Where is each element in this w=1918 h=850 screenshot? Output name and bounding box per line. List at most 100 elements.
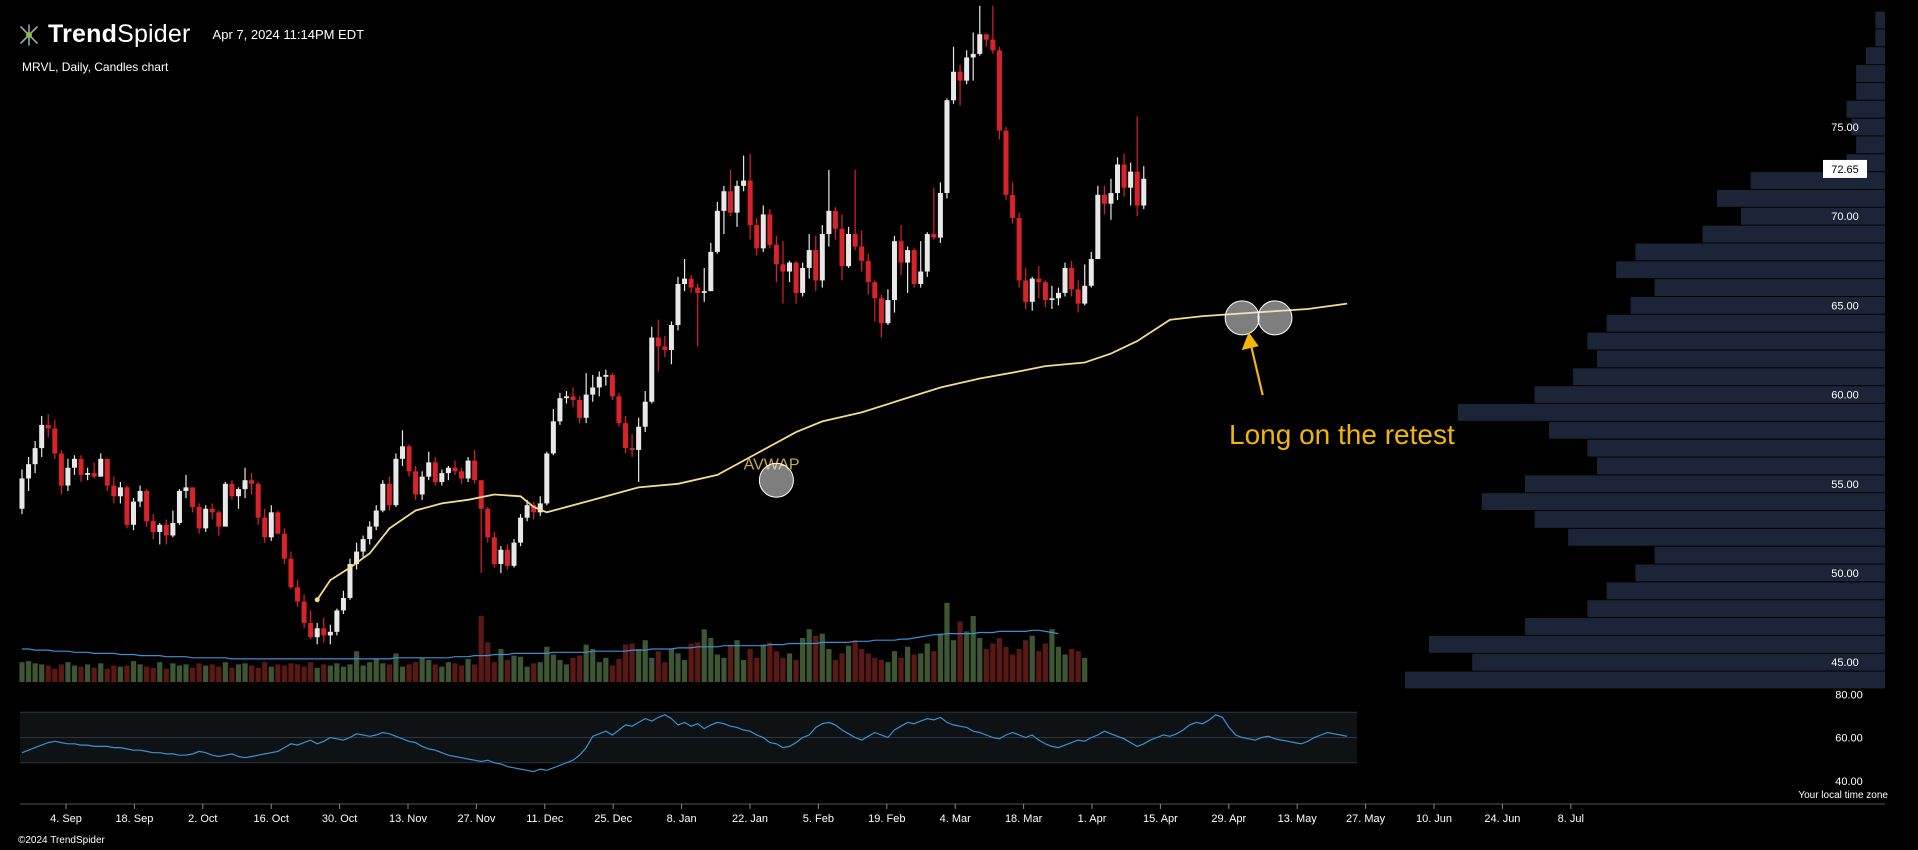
candle-body: [1069, 267, 1075, 290]
volume-profile-bar: [1635, 564, 1885, 582]
volume-profile-bar: [1654, 546, 1885, 564]
volume-bar: [957, 621, 963, 682]
volume-bar: [859, 649, 865, 682]
volume-bar: [642, 640, 648, 682]
candle-body: [518, 517, 524, 543]
volume-bar: [819, 633, 825, 682]
volume-profile-bar: [1856, 65, 1885, 82]
candle-body: [1023, 280, 1029, 302]
candle-body: [255, 483, 261, 518]
volume-profile-bar: [1525, 475, 1885, 493]
volume-bar: [780, 657, 786, 682]
candle-body: [557, 398, 563, 422]
volume-bar: [235, 664, 242, 682]
candle-body: [295, 587, 301, 602]
volume-bar: [832, 660, 839, 682]
volume-profile-bar: [1573, 368, 1885, 386]
time-axis-label: 8. Jul: [1558, 813, 1584, 825]
volume-bar: [111, 665, 117, 682]
time-axis-label: 16. Oct: [253, 813, 288, 825]
candle-body: [734, 185, 740, 213]
volume-bar: [570, 657, 576, 682]
candle-body: [1029, 278, 1035, 302]
time-axis-label: 10. Jun: [1416, 813, 1452, 825]
volume-profile-bar: [1851, 118, 1885, 136]
price-axis-label: 70.00: [1831, 211, 1859, 223]
volume-bar: [891, 651, 898, 682]
volume-bar: [1003, 646, 1009, 682]
volume-profile-bar: [1856, 136, 1885, 154]
volume-bar: [52, 668, 58, 682]
candle-body: [1042, 282, 1048, 301]
candle-body: [590, 387, 596, 395]
volume-bar: [413, 662, 419, 682]
candle-body: [924, 234, 930, 272]
candle-body: [964, 57, 970, 81]
volume-bar: [1042, 643, 1048, 682]
volume-bar: [636, 649, 642, 682]
candle-body: [340, 597, 346, 611]
volume-bar: [590, 649, 596, 682]
volume-bar: [268, 666, 274, 682]
volume-bar: [688, 643, 694, 682]
volume-bar: [865, 653, 871, 682]
volume-profile-bar: [1568, 528, 1885, 546]
candle-body: [98, 458, 104, 477]
candle-body: [741, 180, 747, 186]
candle-body: [524, 505, 530, 518]
candle-body: [1082, 285, 1088, 304]
candle-body: [314, 628, 320, 638]
volume-profile-bar: [1846, 100, 1885, 118]
candle-body: [163, 524, 169, 536]
time-axis-label: 27. May: [1346, 813, 1386, 825]
candle-body: [983, 34, 989, 40]
volume-bar: [937, 633, 943, 682]
chart-subtitle: MRVL, Daily, Candles chart: [22, 60, 169, 74]
volume-bar: [1016, 649, 1022, 682]
volume-bar: [1069, 649, 1075, 682]
candle-body: [760, 214, 766, 249]
volume-bar: [222, 662, 228, 682]
volume-bar: [393, 653, 399, 682]
avwap-line: [316, 302, 1348, 601]
chart-timestamp: Apr 7, 2024 11:14PM EDT: [212, 27, 365, 42]
volume-bar: [629, 643, 635, 682]
volume-profile-bar: [1616, 261, 1885, 279]
candle-body: [249, 480, 255, 484]
candle-body: [209, 508, 215, 513]
candle-body: [478, 480, 484, 509]
volume-bar: [970, 616, 976, 682]
candle-body: [813, 250, 819, 281]
volume-bar: [281, 665, 287, 682]
volume-bar: [911, 654, 917, 682]
candle-body: [131, 501, 137, 525]
candle-body: [550, 421, 556, 454]
volume-bar: [255, 667, 261, 682]
volume-bar: [1055, 646, 1062, 682]
candle-body: [52, 428, 58, 454]
candle-body: [636, 426, 642, 450]
volume-bar: [681, 660, 688, 682]
volume-bar: [990, 643, 996, 682]
volume-bar: [327, 665, 333, 682]
volume-bar: [71, 665, 78, 682]
volume-bar: [130, 661, 137, 682]
candle-body: [472, 460, 478, 481]
candle-body: [176, 490, 182, 524]
candle-body: [386, 483, 392, 506]
candle-body: [485, 508, 491, 538]
candle-body: [1134, 171, 1140, 206]
volume-bar: [537, 662, 543, 682]
volume-bar: [885, 662, 891, 682]
volume-bar: [701, 629, 707, 682]
volume-bar: [124, 665, 130, 682]
volume-bar: [616, 658, 622, 682]
candle-body: [937, 193, 943, 238]
volume-profile-bar: [1405, 671, 1885, 689]
volume-bar: [924, 643, 930, 682]
candle-body: [281, 533, 287, 559]
candle-body: [144, 490, 150, 522]
candle-body: [406, 446, 412, 472]
volume-bar: [45, 665, 51, 682]
